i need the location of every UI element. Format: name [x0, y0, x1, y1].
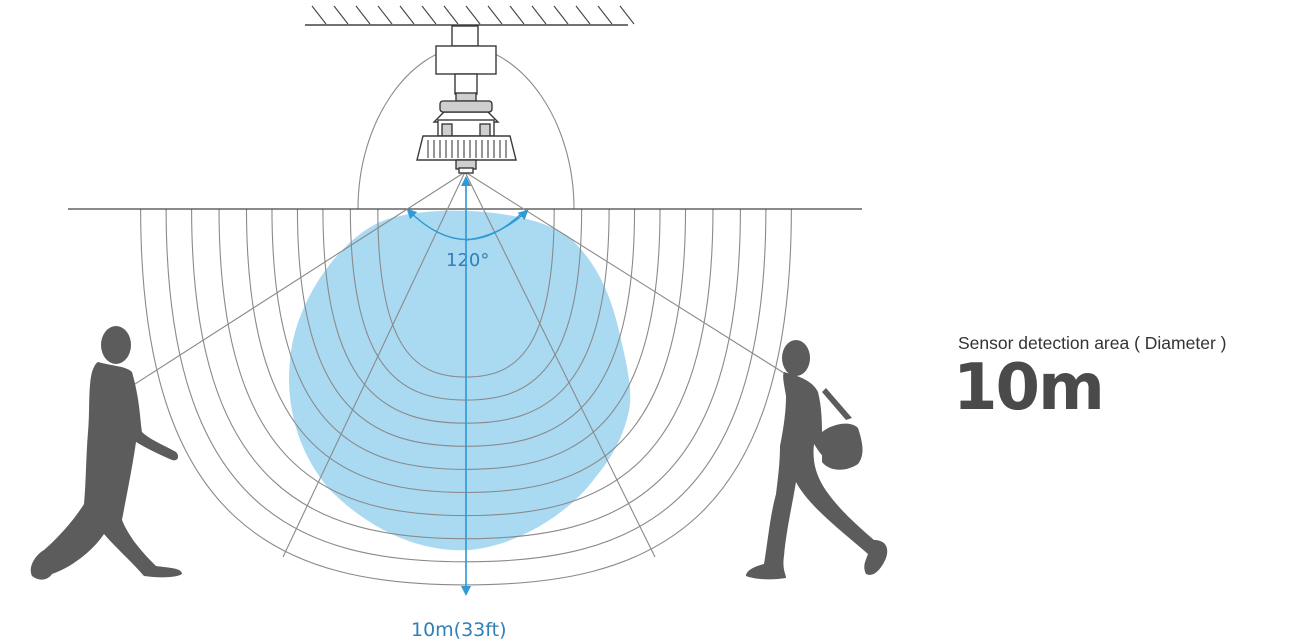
detection-area-caption: Sensor detection area ( Diameter )	[958, 333, 1227, 353]
ceiling-hatch-icon	[305, 5, 635, 26]
walking-woman-icon	[746, 340, 888, 580]
hatch-stroke	[465, 5, 481, 25]
hatch-stroke	[531, 5, 547, 25]
hatch-stroke	[421, 5, 437, 25]
hatch-stroke	[443, 5, 459, 25]
detection-diameter-value: 10m	[953, 351, 1105, 425]
hatch-stroke	[377, 5, 393, 25]
walking-man-icon	[30, 326, 183, 580]
hatch-stroke	[553, 5, 569, 25]
hatch-stroke	[333, 5, 349, 25]
hatch-stroke	[311, 5, 327, 25]
hatch-stroke	[575, 5, 591, 25]
hatch-stroke	[399, 5, 415, 25]
angle-label: 120°	[446, 250, 489, 271]
hatch-stroke	[619, 5, 635, 25]
hatch-stroke	[487, 5, 503, 25]
detection-area	[289, 210, 631, 551]
distance-label: 10m(33ft)	[411, 619, 507, 641]
hatch-stroke	[355, 5, 371, 25]
hatch-stroke	[509, 5, 525, 25]
sensor-light-fixture-icon	[416, 25, 517, 174]
hatch-stroke	[597, 5, 613, 25]
detection-rays	[134, 171, 796, 558]
